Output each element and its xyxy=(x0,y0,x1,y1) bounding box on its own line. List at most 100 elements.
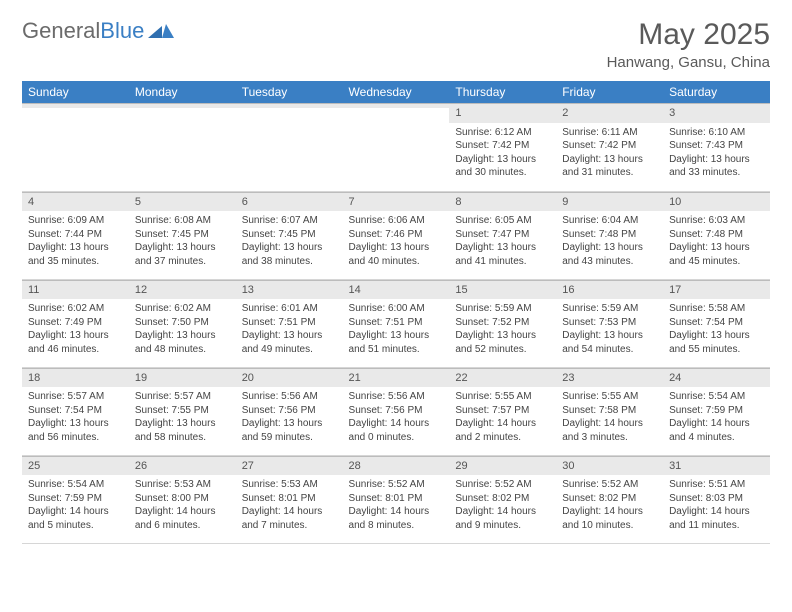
calendar-cell: 7Sunrise: 6:06 AMSunset: 7:46 PMDaylight… xyxy=(343,191,450,279)
day-body: Sunrise: 6:03 AMSunset: 7:48 PMDaylight:… xyxy=(663,211,770,272)
sunset-text: Sunset: 7:50 PM xyxy=(135,316,230,330)
calendar-week-row: 18Sunrise: 5:57 AMSunset: 7:54 PMDayligh… xyxy=(22,367,770,455)
sunrise-text: Sunrise: 5:58 AM xyxy=(669,302,764,316)
sunrise-text: Sunrise: 5:57 AM xyxy=(135,390,230,404)
sunset-text: Sunset: 8:02 PM xyxy=(562,492,657,506)
day-body: Sunrise: 6:10 AMSunset: 7:43 PMDaylight:… xyxy=(663,123,770,184)
day-number: 23 xyxy=(556,368,663,388)
calendar-cell: 13Sunrise: 6:01 AMSunset: 7:51 PMDayligh… xyxy=(236,279,343,367)
calendar-cell xyxy=(129,103,236,191)
day-number: 19 xyxy=(129,368,236,388)
day-body: Sunrise: 6:11 AMSunset: 7:42 PMDaylight:… xyxy=(556,123,663,184)
sunset-text: Sunset: 8:01 PM xyxy=(349,492,444,506)
daylight-text: Daylight: 13 hours and 43 minutes. xyxy=(562,241,657,268)
daylight-text: Daylight: 13 hours and 52 minutes. xyxy=(455,329,550,356)
day-number: 4 xyxy=(22,192,129,212)
sunset-text: Sunset: 7:51 PM xyxy=(242,316,337,330)
day-body: Sunrise: 6:02 AMSunset: 7:49 PMDaylight:… xyxy=(22,299,129,360)
daylight-text: Daylight: 13 hours and 54 minutes. xyxy=(562,329,657,356)
title-block: May 2025 Hanwang, Gansu, China xyxy=(607,18,770,71)
daylight-text: Daylight: 14 hours and 8 minutes. xyxy=(349,505,444,532)
daylight-text: Daylight: 14 hours and 0 minutes. xyxy=(349,417,444,444)
calendar-cell: 25Sunrise: 5:54 AMSunset: 7:59 PMDayligh… xyxy=(22,455,129,543)
header: GeneralBlue May 2025 Hanwang, Gansu, Chi… xyxy=(22,18,770,71)
day-body: Sunrise: 6:02 AMSunset: 7:50 PMDaylight:… xyxy=(129,299,236,360)
calendar-cell: 11Sunrise: 6:02 AMSunset: 7:49 PMDayligh… xyxy=(22,279,129,367)
calendar-cell: 4Sunrise: 6:09 AMSunset: 7:44 PMDaylight… xyxy=(22,191,129,279)
calendar-cell: 24Sunrise: 5:54 AMSunset: 7:59 PMDayligh… xyxy=(663,367,770,455)
calendar-cell xyxy=(22,103,129,191)
logo-mark-icon xyxy=(148,18,174,44)
sunrise-text: Sunrise: 6:06 AM xyxy=(349,214,444,228)
calendar-table: Sunday Monday Tuesday Wednesday Thursday… xyxy=(22,81,770,544)
daylight-text: Daylight: 14 hours and 5 minutes. xyxy=(28,505,123,532)
sunrise-text: Sunrise: 6:05 AM xyxy=(455,214,550,228)
calendar-cell: 14Sunrise: 6:00 AMSunset: 7:51 PMDayligh… xyxy=(343,279,450,367)
daylight-text: Daylight: 13 hours and 55 minutes. xyxy=(669,329,764,356)
sunset-text: Sunset: 7:57 PM xyxy=(455,404,550,418)
sunset-text: Sunset: 7:47 PM xyxy=(455,228,550,242)
daylight-text: Daylight: 14 hours and 2 minutes. xyxy=(455,417,550,444)
day-number: 18 xyxy=(22,368,129,388)
day-body: Sunrise: 6:04 AMSunset: 7:48 PMDaylight:… xyxy=(556,211,663,272)
sunrise-text: Sunrise: 6:02 AM xyxy=(135,302,230,316)
day-body xyxy=(343,108,450,168)
daylight-text: Daylight: 13 hours and 45 minutes. xyxy=(669,241,764,268)
daylight-text: Daylight: 13 hours and 35 minutes. xyxy=(28,241,123,268)
calendar-cell xyxy=(343,103,450,191)
day-number: 22 xyxy=(449,368,556,388)
sunset-text: Sunset: 7:48 PM xyxy=(562,228,657,242)
calendar-week-row: 1Sunrise: 6:12 AMSunset: 7:42 PMDaylight… xyxy=(22,103,770,191)
sunset-text: Sunset: 7:56 PM xyxy=(242,404,337,418)
day-body: Sunrise: 6:00 AMSunset: 7:51 PMDaylight:… xyxy=(343,299,450,360)
sunset-text: Sunset: 8:01 PM xyxy=(242,492,337,506)
day-body: Sunrise: 5:56 AMSunset: 7:56 PMDaylight:… xyxy=(343,387,450,448)
day-body: Sunrise: 5:59 AMSunset: 7:53 PMDaylight:… xyxy=(556,299,663,360)
day-body: Sunrise: 5:53 AMSunset: 8:00 PMDaylight:… xyxy=(129,475,236,536)
sunset-text: Sunset: 7:55 PM xyxy=(135,404,230,418)
sunset-text: Sunset: 7:52 PM xyxy=(455,316,550,330)
daylight-text: Daylight: 13 hours and 48 minutes. xyxy=(135,329,230,356)
day-header: Friday xyxy=(556,81,663,103)
day-number: 5 xyxy=(129,192,236,212)
day-number: 15 xyxy=(449,280,556,300)
daylight-text: Daylight: 13 hours and 46 minutes. xyxy=(28,329,123,356)
day-body: Sunrise: 6:08 AMSunset: 7:45 PMDaylight:… xyxy=(129,211,236,272)
sunset-text: Sunset: 7:59 PM xyxy=(28,492,123,506)
calendar-cell: 18Sunrise: 5:57 AMSunset: 7:54 PMDayligh… xyxy=(22,367,129,455)
day-number: 27 xyxy=(236,456,343,476)
daylight-text: Daylight: 13 hours and 41 minutes. xyxy=(455,241,550,268)
daylight-text: Daylight: 14 hours and 6 minutes. xyxy=(135,505,230,532)
daylight-text: Daylight: 13 hours and 59 minutes. xyxy=(242,417,337,444)
day-number: 28 xyxy=(343,456,450,476)
daylight-text: Daylight: 14 hours and 11 minutes. xyxy=(669,505,764,532)
calendar-cell: 28Sunrise: 5:52 AMSunset: 8:01 PMDayligh… xyxy=(343,455,450,543)
sunrise-text: Sunrise: 5:55 AM xyxy=(455,390,550,404)
daylight-text: Daylight: 13 hours and 33 minutes. xyxy=(669,153,764,180)
day-number: 13 xyxy=(236,280,343,300)
day-number: 25 xyxy=(22,456,129,476)
day-number: 12 xyxy=(129,280,236,300)
calendar-cell: 2Sunrise: 6:11 AMSunset: 7:42 PMDaylight… xyxy=(556,103,663,191)
day-body: Sunrise: 5:54 AMSunset: 7:59 PMDaylight:… xyxy=(663,387,770,448)
daylight-text: Daylight: 14 hours and 4 minutes. xyxy=(669,417,764,444)
sunrise-text: Sunrise: 6:03 AM xyxy=(669,214,764,228)
sunrise-text: Sunrise: 6:02 AM xyxy=(28,302,123,316)
day-body: Sunrise: 5:58 AMSunset: 7:54 PMDaylight:… xyxy=(663,299,770,360)
daylight-text: Daylight: 13 hours and 30 minutes. xyxy=(455,153,550,180)
day-number: 29 xyxy=(449,456,556,476)
sunset-text: Sunset: 7:44 PM xyxy=(28,228,123,242)
day-number: 8 xyxy=(449,192,556,212)
day-header: Monday xyxy=(129,81,236,103)
day-body: Sunrise: 5:55 AMSunset: 7:57 PMDaylight:… xyxy=(449,387,556,448)
calendar-week-row: 4Sunrise: 6:09 AMSunset: 7:44 PMDaylight… xyxy=(22,191,770,279)
day-number: 17 xyxy=(663,280,770,300)
day-number: 20 xyxy=(236,368,343,388)
day-number: 3 xyxy=(663,103,770,123)
day-body: Sunrise: 5:53 AMSunset: 8:01 PMDaylight:… xyxy=(236,475,343,536)
calendar-cell: 23Sunrise: 5:55 AMSunset: 7:58 PMDayligh… xyxy=(556,367,663,455)
calendar-cell: 15Sunrise: 5:59 AMSunset: 7:52 PMDayligh… xyxy=(449,279,556,367)
sunset-text: Sunset: 7:51 PM xyxy=(349,316,444,330)
day-body: Sunrise: 5:54 AMSunset: 7:59 PMDaylight:… xyxy=(22,475,129,536)
sunset-text: Sunset: 8:02 PM xyxy=(455,492,550,506)
